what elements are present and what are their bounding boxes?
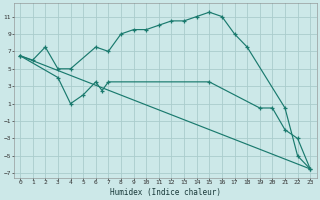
X-axis label: Humidex (Indice chaleur): Humidex (Indice chaleur) <box>110 188 220 197</box>
